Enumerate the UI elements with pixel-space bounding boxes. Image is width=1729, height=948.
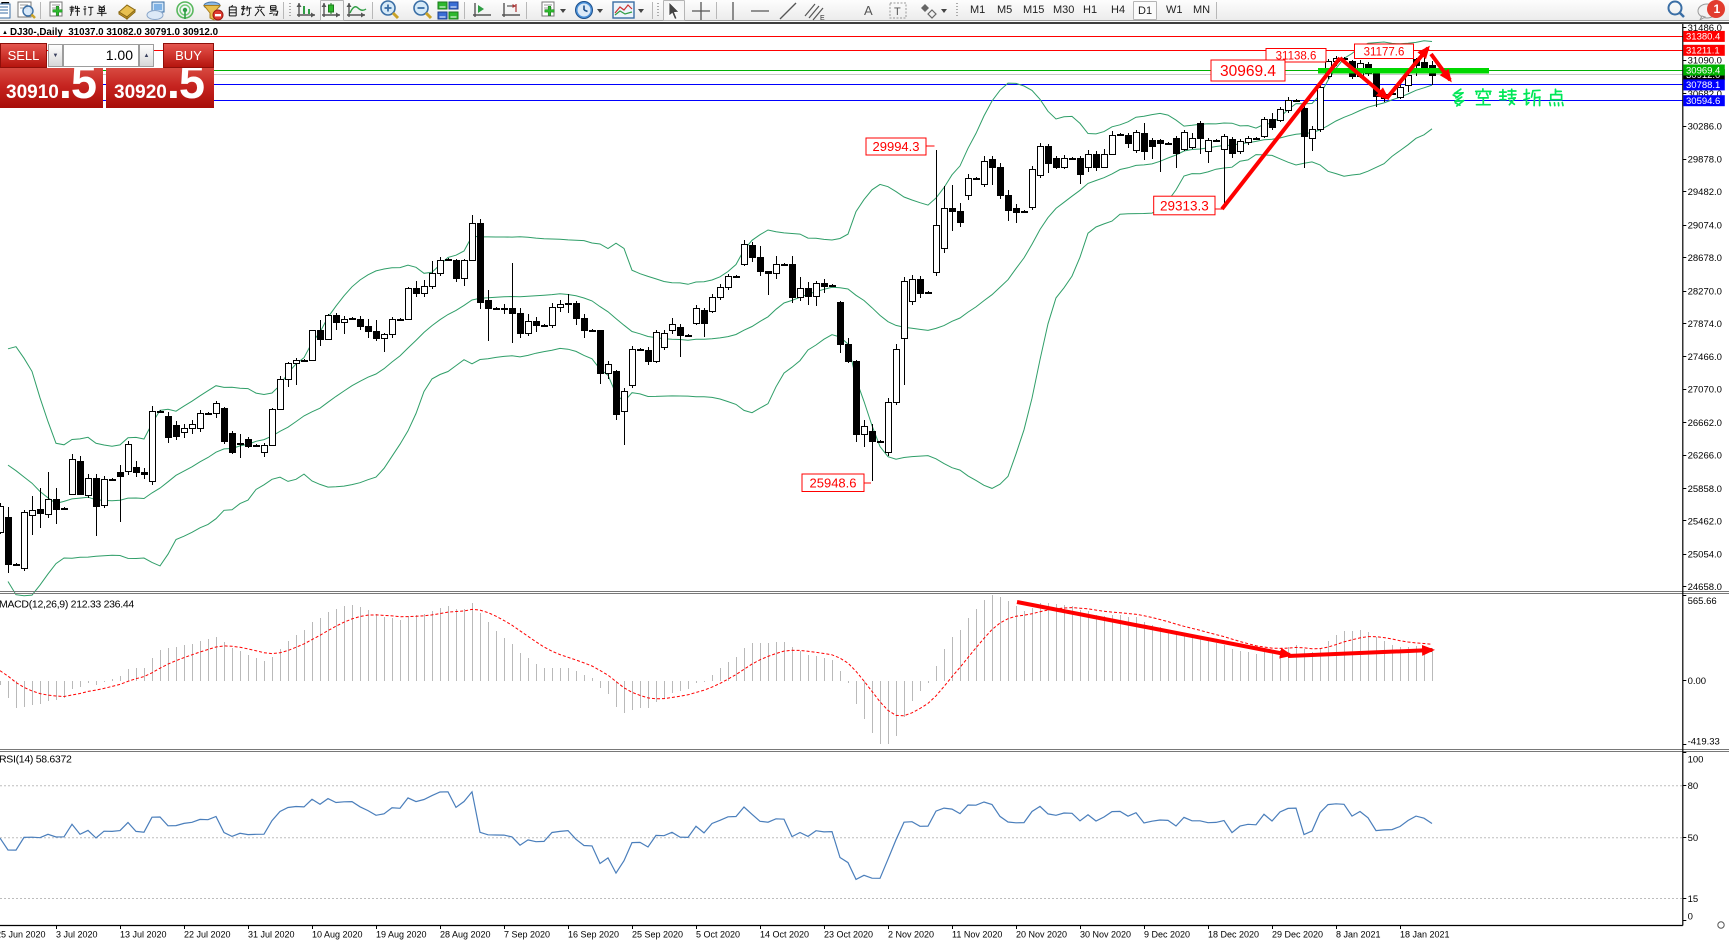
svg-text:-419.33: -419.33 [1688, 736, 1720, 747]
svg-text:30286.0: 30286.0 [1688, 121, 1722, 132]
svg-text:25948.6: 25948.6 [810, 475, 857, 490]
svg-text:80: 80 [1688, 781, 1699, 792]
svg-text:8 Jan 2021: 8 Jan 2021 [1336, 930, 1381, 940]
svg-text:1: 1 [1714, 2, 1721, 16]
svg-text:25 Sep 2020: 25 Sep 2020 [632, 930, 683, 940]
svg-text:29074.0: 29074.0 [1688, 221, 1722, 232]
svg-text:0.00: 0.00 [1688, 676, 1707, 687]
svg-text:18 Jan 2021: 18 Jan 2021 [1400, 930, 1450, 940]
svg-text:28 Aug 2020: 28 Aug 2020 [440, 930, 491, 940]
svg-text:3 Jul 2020: 3 Jul 2020 [56, 930, 98, 940]
svg-text:25054.0: 25054.0 [1688, 550, 1722, 561]
svg-text:30594.6: 30594.6 [1686, 96, 1720, 107]
svg-text:25462.0: 25462.0 [1688, 516, 1722, 527]
svg-text:100: 100 [1688, 754, 1704, 765]
svg-text:E: E [820, 15, 825, 22]
svg-text:26662.0: 26662.0 [1688, 418, 1722, 429]
svg-text:14 Oct 2020: 14 Oct 2020 [760, 930, 809, 940]
svg-text:23 Oct 2020: 23 Oct 2020 [824, 930, 873, 940]
svg-text:20 Nov 2020: 20 Nov 2020 [1016, 930, 1067, 940]
svg-text:16 Sep 2020: 16 Sep 2020 [568, 930, 619, 940]
svg-text:30 Nov 2020: 30 Nov 2020 [1080, 930, 1131, 940]
svg-text:5 Oct 2020: 5 Oct 2020 [696, 930, 740, 940]
svg-text:11 Nov 2020: 11 Nov 2020 [952, 930, 1002, 940]
svg-text:31380.4: 31380.4 [1686, 32, 1720, 43]
svg-text:19 Aug 2020: 19 Aug 2020 [376, 930, 427, 940]
svg-text:25 Jun 2020: 25 Jun 2020 [0, 930, 46, 940]
svg-text:7 Sep 2020: 7 Sep 2020 [504, 930, 550, 940]
svg-text:27466.0: 27466.0 [1688, 352, 1722, 363]
svg-text:29994.3: 29994.3 [873, 139, 920, 154]
svg-text:30788.1: 30788.1 [1686, 80, 1720, 91]
svg-text:22 Jul 2020: 22 Jul 2020 [184, 930, 231, 940]
svg-text:31177.6: 31177.6 [1364, 46, 1405, 58]
svg-text:565.66: 565.66 [1688, 596, 1717, 607]
svg-text:T: T [894, 6, 901, 18]
svg-text:25858.0: 25858.0 [1688, 484, 1722, 495]
svg-text:18 Dec 2020: 18 Dec 2020 [1208, 930, 1259, 940]
svg-text:29878.0: 29878.0 [1688, 155, 1722, 166]
svg-text:31 Jul 2020: 31 Jul 2020 [248, 930, 295, 940]
svg-text:50: 50 [1688, 833, 1699, 844]
svg-text:26266.0: 26266.0 [1688, 450, 1722, 461]
svg-text:30969.4: 30969.4 [1686, 65, 1720, 76]
svg-text:9 Dec 2020: 9 Dec 2020 [1144, 930, 1190, 940]
svg-text:28678.0: 28678.0 [1688, 253, 1722, 264]
svg-text:10 Aug 2020: 10 Aug 2020 [312, 930, 363, 940]
svg-text:2 Nov 2020: 2 Nov 2020 [888, 930, 934, 940]
svg-text:RSI(14) 58.6372: RSI(14) 58.6372 [0, 754, 72, 766]
svg-text:27070.0: 27070.0 [1688, 385, 1722, 396]
svg-text:31211.1: 31211.1 [1686, 46, 1720, 57]
svg-text:27874.0: 27874.0 [1688, 319, 1722, 330]
svg-text:24658.0: 24658.0 [1688, 582, 1722, 593]
svg-text:29 Dec 2020: 29 Dec 2020 [1272, 930, 1323, 940]
svg-text:MACD(12,26,9) 212.33 236.44: MACD(12,26,9) 212.33 236.44 [0, 599, 134, 611]
svg-text:29313.3: 29313.3 [1160, 198, 1209, 213]
svg-text:28270.0: 28270.0 [1688, 286, 1722, 297]
svg-text:30969.4: 30969.4 [1220, 63, 1276, 80]
svg-text:29482.0: 29482.0 [1688, 187, 1722, 198]
svg-text:15: 15 [1688, 894, 1699, 905]
svg-text:0: 0 [1688, 911, 1693, 922]
svg-text:13 Jul 2020: 13 Jul 2020 [120, 930, 167, 940]
